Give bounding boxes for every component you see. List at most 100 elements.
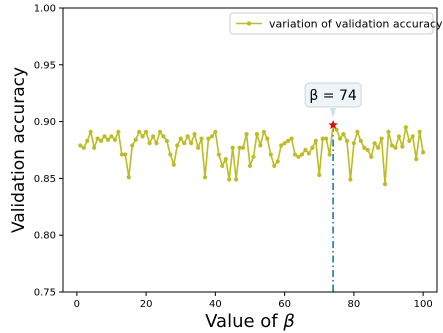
data-point <box>240 145 246 150</box>
data-point <box>185 134 190 139</box>
data-point <box>306 151 311 156</box>
data-point <box>348 177 353 182</box>
data-point <box>244 131 249 137</box>
data-point <box>272 163 277 169</box>
annotation-label: β = 74 <box>309 88 356 104</box>
data-point <box>282 141 287 146</box>
data-point <box>126 175 131 180</box>
data-point <box>369 154 374 159</box>
data-point <box>275 159 280 164</box>
data-point <box>327 152 332 157</box>
data-point <box>216 152 221 157</box>
data-point <box>157 129 163 134</box>
data-point <box>289 136 294 141</box>
data-point <box>421 150 426 155</box>
data-point <box>147 141 152 146</box>
data-point <box>119 152 124 157</box>
data-point <box>92 145 97 150</box>
legend-marker-swatch <box>246 21 252 26</box>
data-point <box>175 143 180 148</box>
data-point <box>85 138 90 144</box>
data-point <box>251 154 256 159</box>
data-point <box>324 136 329 141</box>
x-axis-title: Value of β <box>205 311 295 332</box>
legend: variation of validation accuracy <box>229 12 443 35</box>
x-tick-label: 80 <box>348 299 361 310</box>
data-point <box>164 138 169 144</box>
axis-ticks: 0 20 40 60 80 100 0.75 0.80 0.85 0.90 0.95 1.00 <box>34 4 433 311</box>
data-point <box>400 144 405 149</box>
data-point <box>178 136 183 141</box>
data-point <box>258 143 263 148</box>
x-tick-label: 60 <box>278 299 291 310</box>
data-point <box>254 131 260 137</box>
data-point <box>393 145 398 150</box>
data-point <box>199 136 204 141</box>
data-point <box>396 134 402 139</box>
y-axis-title: Validation accuracy <box>9 67 29 233</box>
data-point <box>206 136 211 141</box>
data-point <box>102 134 107 139</box>
data-point <box>382 181 388 187</box>
data-point <box>358 138 363 144</box>
data-point <box>220 163 225 169</box>
x-axis-title-symbol: β <box>282 311 295 332</box>
data-point <box>123 152 128 157</box>
data-point <box>296 154 301 159</box>
data-point <box>171 162 176 167</box>
data-point <box>213 129 218 134</box>
annotation-arrow <box>330 108 337 119</box>
data-point <box>414 156 419 162</box>
data-point <box>189 141 194 146</box>
data-point <box>355 129 360 134</box>
data-point <box>247 163 253 169</box>
data-point <box>227 177 232 182</box>
series-layer <box>78 122 426 187</box>
data-point <box>379 136 384 141</box>
data-point <box>182 141 187 146</box>
data-point <box>161 134 166 139</box>
annotation-box <box>304 82 362 108</box>
y-tick-label: 1.00 <box>34 4 56 15</box>
data-point <box>137 129 142 134</box>
x-tick-label: 40 <box>209 299 222 310</box>
data-point <box>223 156 228 162</box>
data-point <box>372 141 377 146</box>
x-tick-label: 100 <box>414 299 433 310</box>
highlight-star-marker <box>328 120 338 130</box>
data-point <box>88 129 93 134</box>
data-point <box>292 152 298 157</box>
y-tick-label: 0.85 <box>34 174 56 185</box>
plot-area <box>62 7 438 293</box>
data-point <box>234 177 239 182</box>
data-point <box>237 145 242 150</box>
data-point <box>130 143 135 148</box>
data-point <box>299 152 305 157</box>
data-point <box>265 136 270 141</box>
data-point <box>78 143 83 148</box>
data-point <box>389 143 395 148</box>
data-point <box>98 138 104 144</box>
data-point <box>168 152 173 157</box>
data-point <box>410 134 415 139</box>
data-point <box>195 145 201 150</box>
data-point <box>386 129 391 134</box>
data-point <box>116 129 121 134</box>
y-tick-label: 0.95 <box>34 60 56 71</box>
data-point <box>95 136 100 141</box>
data-point <box>261 129 266 134</box>
data-point <box>341 131 346 137</box>
data-point <box>81 145 86 150</box>
data-point <box>337 136 343 141</box>
data-point <box>109 134 114 139</box>
legend-box <box>229 12 434 35</box>
data-point <box>320 136 325 141</box>
data-point <box>365 147 370 153</box>
data-point <box>140 134 145 139</box>
data-point <box>317 172 322 178</box>
data-point <box>144 129 149 134</box>
data-point <box>202 175 208 180</box>
data-point <box>154 141 159 146</box>
y-tick-label: 0.80 <box>34 231 56 242</box>
